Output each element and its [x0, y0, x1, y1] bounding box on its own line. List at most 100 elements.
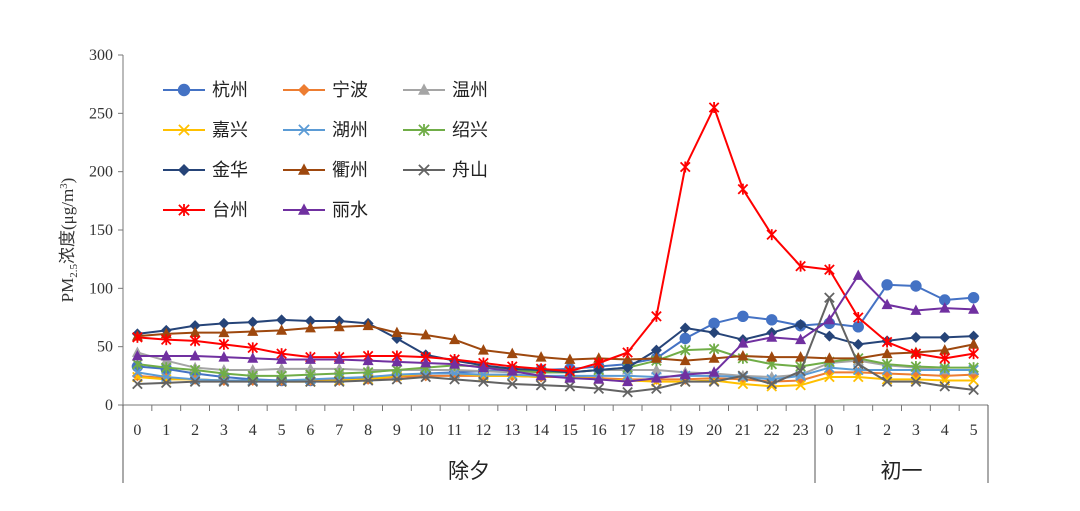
data-point: [391, 355, 403, 367]
data-point: [478, 376, 489, 387]
data-point: [939, 362, 951, 374]
legend-label: 湖州: [332, 120, 368, 141]
data-point: [939, 331, 951, 343]
data-point: [333, 368, 345, 379]
data-point: [564, 381, 576, 392]
data-point: [593, 373, 605, 384]
data-point: [910, 376, 922, 387]
data-point: [247, 352, 259, 363]
data-point: [795, 351, 807, 362]
data-point: [968, 375, 979, 386]
series-丽水: [131, 269, 980, 387]
data-point: [391, 374, 403, 385]
data-point: [910, 280, 922, 292]
legend-label: 衢州: [332, 160, 368, 181]
data-point: [535, 351, 547, 362]
data-point: [650, 372, 662, 383]
data-point: [564, 372, 576, 383]
x-tick-label: 4: [249, 422, 257, 439]
data-point: [651, 383, 662, 394]
data-point-stroke: [824, 371, 835, 383]
data-point: [708, 352, 720, 363]
data-point: [881, 358, 893, 370]
data-point: [304, 353, 316, 364]
data-point: [708, 366, 720, 377]
legend-item: 台州: [163, 200, 248, 221]
data-point: [535, 379, 547, 391]
data-point-stroke: [737, 370, 749, 382]
data-point: [766, 331, 778, 342]
data-point: [795, 319, 807, 330]
series-line: [137, 274, 974, 383]
data-point: [420, 371, 432, 383]
data-point-stroke: [824, 292, 835, 303]
data-point: [679, 161, 691, 173]
data-point: [968, 348, 979, 360]
data-point: [968, 338, 980, 349]
data-point-stroke: [910, 376, 922, 387]
data-point: [679, 322, 691, 334]
data-point: [218, 338, 230, 350]
data-point: [247, 325, 259, 336]
x-tick-label: 17: [620, 422, 636, 439]
data-point: [304, 315, 316, 327]
data-point: [939, 381, 951, 392]
data-point: [593, 357, 605, 369]
series-衢州: [131, 319, 980, 366]
data-point: [189, 335, 201, 347]
data-point-stroke: [968, 375, 979, 386]
data-point: [967, 291, 980, 304]
data-point: [333, 353, 345, 364]
data-point: [766, 378, 778, 390]
data-point: [333, 320, 345, 332]
data-point: [189, 326, 201, 338]
data-point-stroke: [795, 379, 806, 391]
data-point: [910, 348, 922, 360]
series-line: [137, 318, 974, 374]
data-point: [968, 362, 979, 374]
data-point: [276, 314, 288, 326]
data-point: [333, 376, 345, 387]
legend-marker: [178, 164, 190, 176]
x-tick-label: 21: [735, 422, 751, 439]
y-tick-label: 200: [89, 164, 113, 181]
data-point: [132, 358, 143, 370]
data-point: [218, 351, 230, 362]
data-point: [766, 351, 778, 362]
data-point: [132, 367, 143, 378]
legend-marker: [178, 204, 190, 216]
data-point: [362, 366, 374, 378]
y-axis-title: PM2.5浓度(μg/m3): [58, 178, 80, 303]
legend-item: 温州: [403, 80, 488, 101]
data-point: [449, 374, 460, 385]
data-point: [247, 342, 259, 354]
series-line: [137, 348, 974, 377]
data-point: [881, 336, 893, 348]
x-tick-label: 5: [970, 422, 978, 439]
data-point: [622, 362, 634, 374]
legend-item: 嘉兴: [163, 120, 248, 141]
data-point-stroke: [795, 365, 806, 377]
legend-item: 宁波: [283, 80, 368, 101]
legend-label: 宁波: [332, 80, 368, 101]
data-point: [276, 362, 288, 374]
data-point: [823, 313, 835, 325]
data-point: [708, 376, 720, 387]
x-tick-label: 3: [220, 422, 228, 439]
series-line: [137, 324, 974, 362]
data-point: [708, 327, 720, 339]
data-point: [910, 361, 922, 372]
data-point: [189, 349, 201, 361]
series-舟山: [132, 292, 979, 398]
data-point: [852, 269, 864, 280]
data-point: [247, 316, 259, 328]
x-tick-label: 8: [364, 422, 372, 439]
data-point: [506, 347, 518, 359]
legend-item: 金华: [163, 160, 248, 181]
legend-label: 嘉兴: [212, 120, 248, 141]
data-point-stroke: [132, 367, 143, 378]
y-tick-label: 150: [89, 222, 113, 239]
data-point: [218, 376, 230, 387]
data-point-stroke: [939, 381, 951, 392]
